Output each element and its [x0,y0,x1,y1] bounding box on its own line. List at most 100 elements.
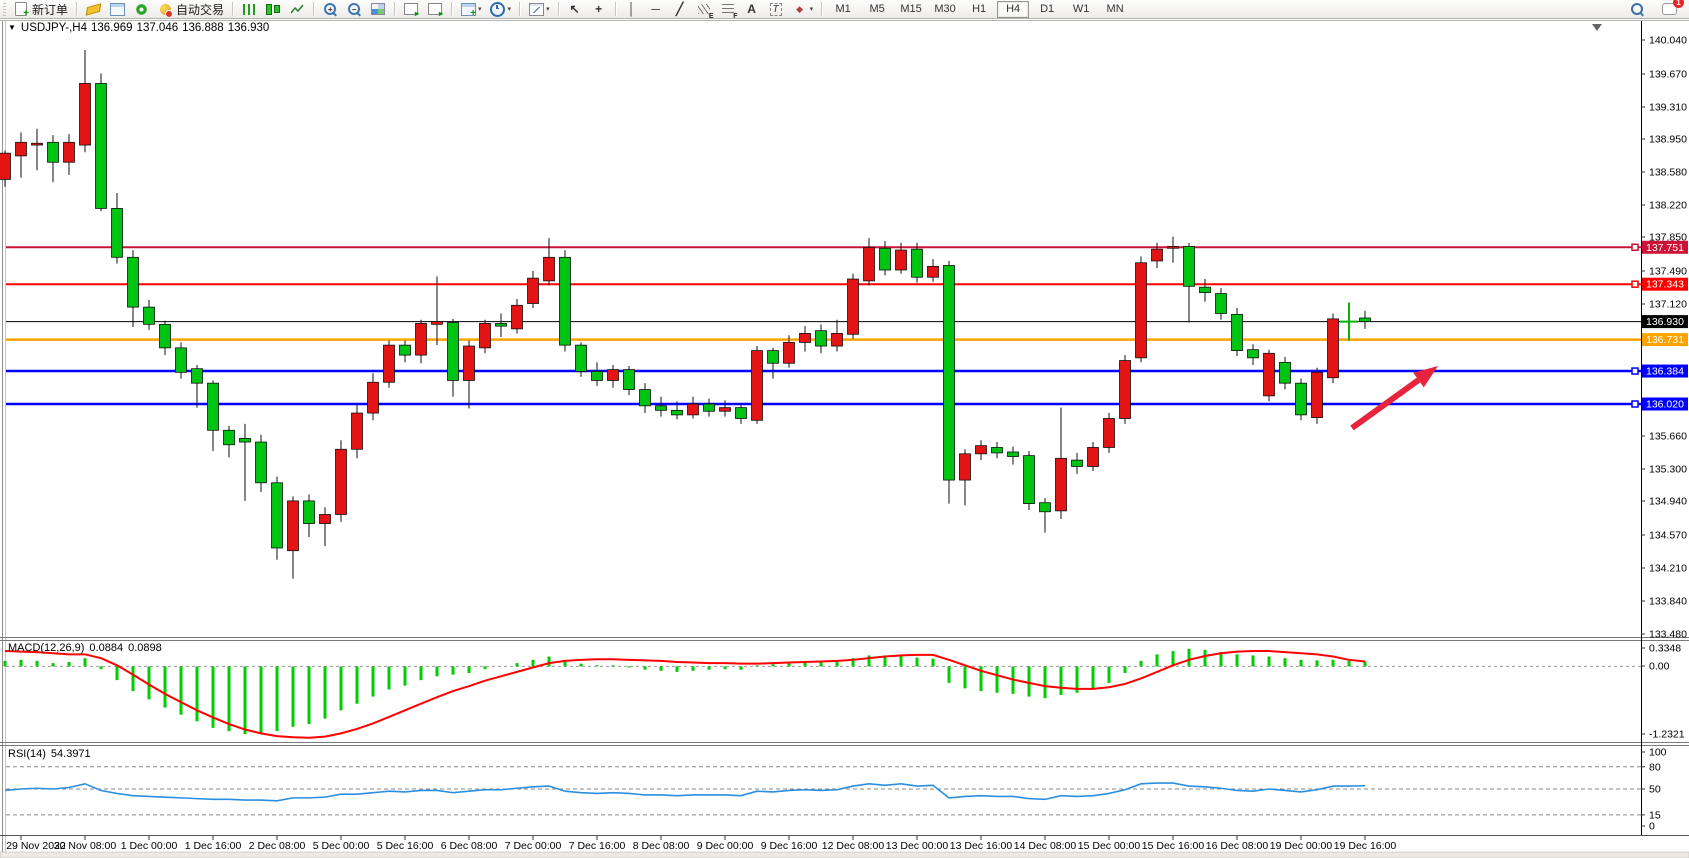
template-button[interactable]: ▾ [524,0,554,18]
line-chart-icon [289,2,305,17]
terminal-button[interactable] [105,0,129,18]
profile-prev-icon: ▸ [427,2,443,17]
arrows-button[interactable]: ◆ ▾ [788,0,818,18]
chevron-down-icon: ▾ [507,6,512,13]
collapse-triangle-icon[interactable]: ▼ [8,23,16,32]
cursor-button[interactable]: ↖ [563,0,587,18]
candle [1087,442,1099,472]
level-price-tag-text: 137.751 [1646,242,1684,254]
price-axis-label: 135.660 [1649,431,1687,443]
text-label-button[interactable]: T [764,0,788,18]
candle [31,128,43,171]
ohlc-open: 136.969 [90,22,133,34]
candle [639,383,651,414]
candle [1327,313,1339,384]
search-icon [1629,2,1645,17]
rsi-axis-label: 0 [1649,821,1655,833]
trendline-button[interactable]: ╱ [668,0,692,18]
period-button[interactable]: ▾ [486,0,516,18]
search-button[interactable] [1625,0,1649,18]
candle [159,320,171,356]
chat-bubble-icon: 1 [1661,0,1684,17]
candle [495,313,507,338]
objects-button[interactable] [81,0,105,18]
chart-title: ▼ USDJPY-,H4 136.969 137.046 136.888 136.930 [8,22,273,34]
channel-button[interactable]: E [692,0,716,20]
add-indicator-button[interactable]: + ▾ [456,0,486,18]
level-line-handle[interactable] [1631,400,1639,408]
price-chart-canvas[interactable]: 140.040 139.670 139.310 138.950 138.580 138.2… [0,19,1689,858]
signals-button[interactable] [129,0,153,18]
text-button[interactable]: A [740,0,764,18]
chart-window[interactable]: 140.040 139.670 139.310 138.950 138.580 138.2… [0,19,1689,858]
tile-windows-button[interactable] [366,0,390,18]
candle [1199,279,1211,302]
level-line-handle[interactable] [1631,243,1639,252]
vline-button[interactable]: │ [620,0,644,18]
candle [335,440,347,522]
hline-button[interactable]: ─ [644,0,668,18]
candle [383,340,395,388]
timeframe-button-M1[interactable]: M1 [835,3,851,15]
price-axis-label: 137.490 [1649,266,1687,278]
rsi-line [4,782,1366,802]
level-price-tag [1642,364,1688,378]
autotrade-icon [157,2,174,18]
new-order-button[interactable]: + 新订单 [9,0,72,18]
candle [783,335,795,368]
price-axis-label: 135.300 [1649,464,1687,476]
level-line-handle[interactable] [1631,280,1639,288]
candle-chart-icon [265,2,281,17]
text-label-icon: T [768,2,784,17]
rsi-indicator-label: RSI(14) 54.3971 [8,748,91,760]
macd-axis-label: 0.3348 [1649,643,1681,655]
time-axis-label: 15 Dec 00:00 [1078,840,1141,852]
candle [847,273,859,339]
profile-next-button[interactable]: ▸ [399,0,423,18]
level-line-handle[interactable] [1631,367,1639,375]
candle [1039,498,1051,533]
line-chart-button[interactable] [285,0,309,18]
bar-chart-icon [241,2,257,17]
vertical-line-icon: │ [627,2,636,16]
trendline-icon: ╱ [675,2,684,16]
time-axis-label: 6 Dec 08:00 [441,840,498,852]
timeframe-button-H4[interactable]: H4 [997,0,1030,18]
zoom-out-icon: − [346,2,362,17]
crosshair-button[interactable]: + [587,0,611,18]
notifications-button[interactable]: 1 [1657,0,1684,18]
timeframe-button-M30[interactable]: M30 [934,3,956,15]
timeframe-button-D1[interactable]: D1 [1040,3,1055,15]
macd-signal-value: 0.0898 [128,642,162,654]
trend-arrow-object[interactable] [1350,377,1421,431]
timeframe-button-MN[interactable]: MN [1106,3,1124,15]
candle [1311,367,1323,424]
timeframe-button-W1[interactable]: W1 [1072,3,1090,15]
timeframe-button-M5[interactable]: M5 [869,3,885,15]
crosshair-icon: + [595,2,603,16]
fibonacci-button[interactable]: F [716,0,740,20]
zoom-out-button[interactable]: − [342,0,366,18]
autotrade-button[interactable]: 自动交易 [153,0,228,18]
candle-chart-button[interactable] [261,0,285,18]
clock-icon [490,1,506,17]
chart-shift-marker[interactable] [1592,24,1602,31]
candle [351,404,363,459]
candle [1295,378,1307,421]
candle [1119,355,1131,424]
time-axis-label: 2 Dec 08:00 [249,840,306,852]
candle [15,132,27,178]
timeframe-button-H1[interactable]: H1 [972,3,987,15]
time-axis-label: 9 Dec 16:00 [761,840,818,852]
bar-chart-button[interactable] [237,0,261,18]
candle [1103,413,1115,453]
zoom-in-button[interactable]: + [318,0,342,18]
candle [863,238,875,286]
trend-arrow-head[interactable] [1413,366,1438,388]
profile-prev-button[interactable]: ▸ [423,0,447,18]
timeframe-button-M15[interactable]: M15 [900,3,922,15]
candle [735,404,747,424]
time-axis-label: 16 Dec 08:00 [1206,840,1269,852]
candle [287,496,299,579]
candle [1231,308,1243,357]
